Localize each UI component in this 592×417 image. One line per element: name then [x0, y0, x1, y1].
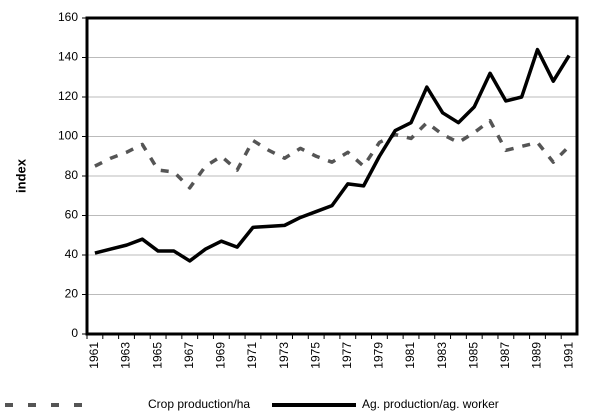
x-tick-label: 1971: [245, 342, 259, 369]
x-tick-label: 1983: [435, 342, 449, 369]
y-tick-label: 0: [71, 326, 78, 340]
x-tick-label: 1975: [308, 342, 322, 369]
x-tick-label: 1991: [561, 342, 575, 369]
y-tick-label: 100: [58, 129, 78, 143]
y-tick-label: 80: [65, 168, 79, 182]
x-tick-label: 1961: [87, 342, 101, 369]
series-line: [94, 118, 571, 190]
y-axis-label: index: [13, 158, 28, 193]
x-tick-label: 1973: [277, 342, 291, 369]
x-tick-label: 1987: [498, 342, 512, 369]
plot-frame: [85, 16, 579, 336]
series-line: [94, 47, 571, 263]
x-tick-label: 1967: [182, 342, 196, 369]
x-tick-label: 1989: [530, 342, 544, 369]
y-tick-label: 20: [65, 287, 79, 301]
y-tick-label: 140: [58, 50, 78, 64]
x-tick-label: 1979: [372, 342, 386, 369]
x-tick-label: 1963: [119, 342, 133, 369]
x-tick-label: 1981: [403, 342, 417, 369]
y-tick-label: 60: [65, 208, 79, 222]
legend-label: Ag. production/ag. worker: [362, 397, 499, 411]
y-tick-label: 160: [58, 10, 78, 24]
x-tick-label: 1969: [214, 342, 228, 369]
y-tick-label: 40: [65, 247, 79, 261]
x-tick-label: 1977: [340, 342, 354, 369]
legend-label: Crop production/ha: [148, 397, 250, 411]
y-tick-label: 120: [58, 89, 78, 103]
x-tick-label: 1965: [150, 342, 164, 369]
x-tick-label: 1985: [466, 342, 480, 369]
